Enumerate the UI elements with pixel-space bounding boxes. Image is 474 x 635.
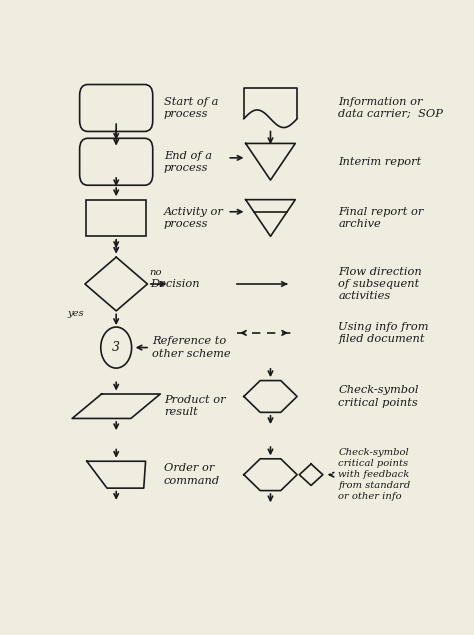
Text: Check-symbol
critical points
with feedback
from standard
or other info: Check-symbol critical points with feedba… [338,448,410,502]
Text: Decision: Decision [150,279,200,289]
Text: Using info from
filed document: Using info from filed document [338,322,429,344]
Text: Product or
result: Product or result [164,395,226,417]
Text: Reference to
other scheme: Reference to other scheme [152,337,230,359]
Text: Flow direction
of subsequent
activities: Flow direction of subsequent activities [338,267,422,302]
Text: yes: yes [67,309,84,318]
Text: Interim report: Interim report [338,157,422,167]
Text: 3: 3 [112,341,120,354]
Text: Check-symbol
critical points: Check-symbol critical points [338,385,419,408]
Text: Final report or
archive: Final report or archive [338,207,424,229]
Text: End of a
process: End of a process [164,150,212,173]
Text: no: no [149,268,161,277]
Text: Start of a
process: Start of a process [164,97,219,119]
Text: Activity or
process: Activity or process [164,207,224,229]
Text: Information or
data carrier;  SOP: Information or data carrier; SOP [338,97,443,119]
Text: Order or
command: Order or command [164,464,220,486]
Bar [86,199,146,236]
